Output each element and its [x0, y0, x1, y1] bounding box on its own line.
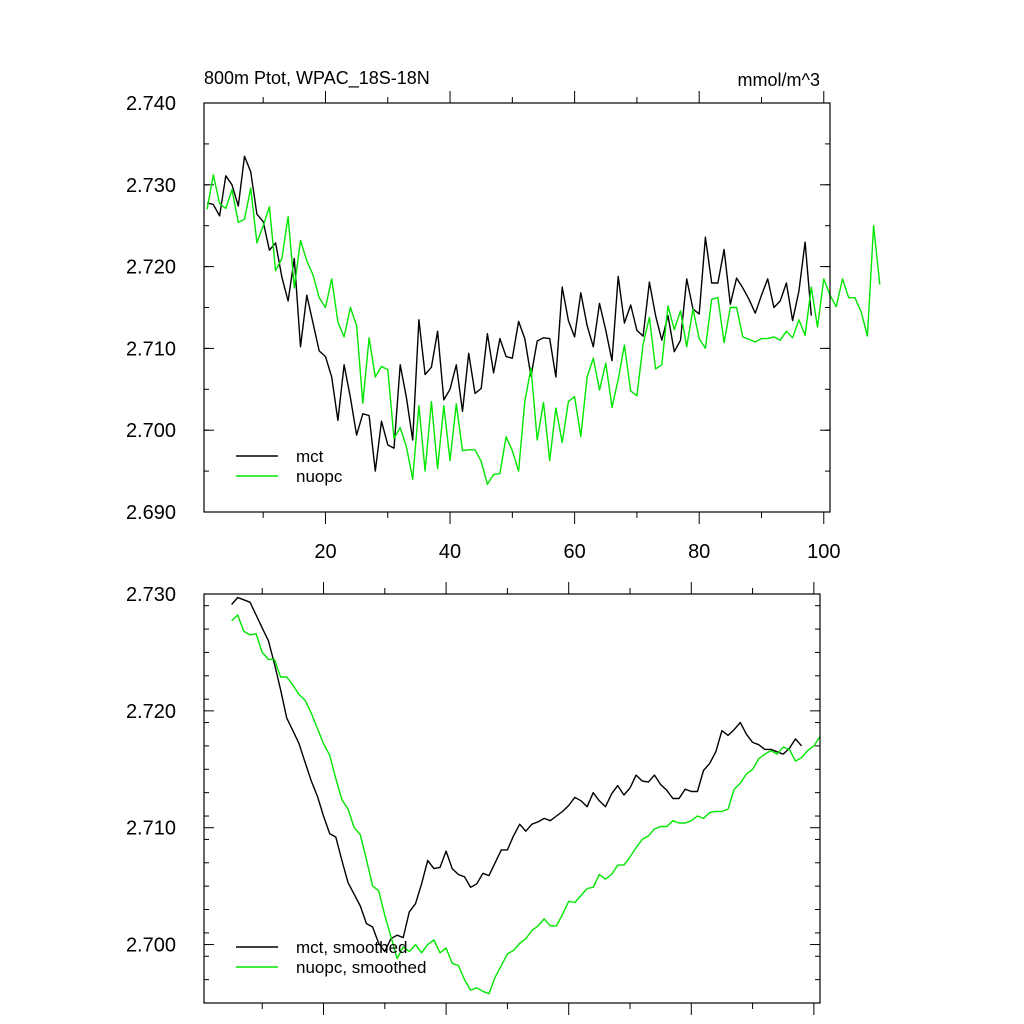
y-tick-label: 2.730 [126, 584, 176, 606]
y-tick-label: 2.720 [126, 257, 176, 279]
y-tick-label: 2.710 [126, 818, 176, 840]
top-panel: 800m Ptot, WPAC_18S-18N mmol/m^3 2.690 2.… [126, 68, 881, 563]
y-tick-label: 2.710 [126, 338, 176, 360]
y-tick-label: 2.690 [126, 502, 176, 524]
legend-label: mct, smoothed [296, 938, 408, 957]
series-line-mct [206, 155, 812, 472]
bottom-panel: 2.700 2.710 2.720 2.730 mct, smoothednuopc,… [126, 582, 821, 1015]
plot-frame-top [203, 102, 831, 513]
x-tick-label: 20 [314, 541, 336, 563]
y-tick-label: 2.700 [126, 420, 176, 442]
y-tick-label: 2.700 [126, 935, 176, 957]
y-tick-label: 2.720 [126, 701, 176, 723]
x-tick-label: 80 [688, 541, 710, 563]
series-line-nuopc [206, 174, 881, 485]
legend-label: nuopc [296, 467, 343, 486]
x-tick-label: 40 [439, 541, 461, 563]
y-tick-label: 2.730 [126, 175, 176, 197]
y-tick-label: 2.740 [126, 93, 176, 115]
legend-label: nuopc, smoothed [296, 958, 426, 977]
x-tick-label: 100 [807, 541, 840, 563]
series-line-nuopc-smoothed [231, 614, 821, 995]
units-label: mmol/m^3 [738, 70, 820, 90]
plot-frame-bottom [203, 593, 821, 1004]
legend-label: mct [296, 447, 324, 466]
x-tick-label: 60 [563, 541, 585, 563]
series-line-mct-smoothed [231, 596, 803, 953]
chart-title: 800m Ptot, WPAC_18S-18N [204, 68, 430, 89]
